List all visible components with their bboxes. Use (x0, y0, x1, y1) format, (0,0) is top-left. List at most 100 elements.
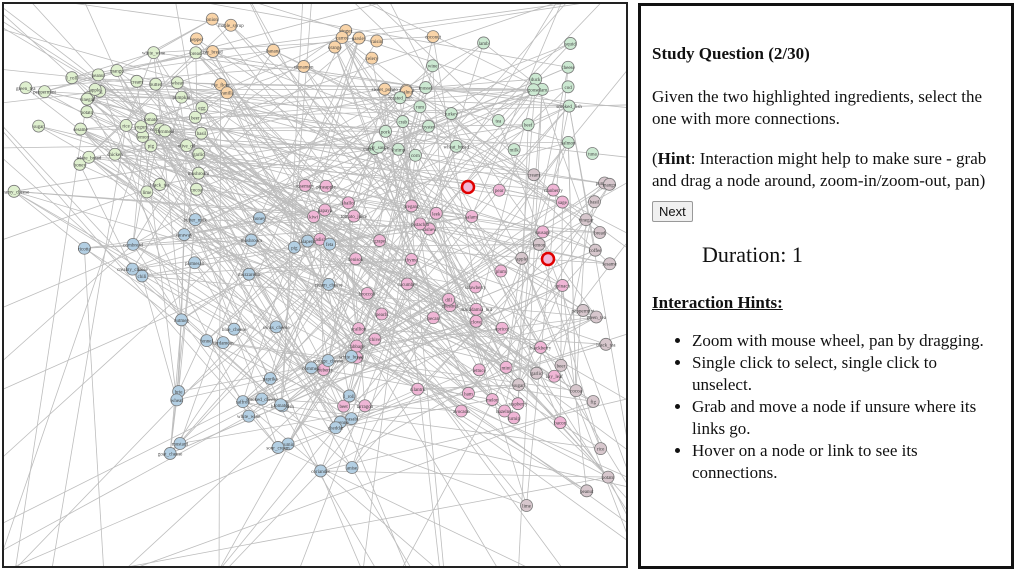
graph-node[interactable] (38, 85, 51, 99)
graph-edge[interactable] (242, 401, 626, 488)
graph-node[interactable] (564, 37, 577, 50)
graph-node[interactable] (170, 393, 184, 407)
graph-node[interactable] (411, 382, 424, 396)
graph-node[interactable] (342, 389, 356, 403)
graph-node[interactable] (469, 314, 483, 328)
graph-edge[interactable] (356, 316, 597, 347)
graph-edge[interactable] (155, 84, 363, 566)
graph-node[interactable] (360, 287, 374, 300)
graph-node[interactable] (603, 177, 616, 191)
graph-edge[interactable] (351, 65, 433, 419)
graph-edge[interactable] (359, 4, 543, 90)
graph-edge[interactable] (13, 190, 541, 348)
graph-edge[interactable] (471, 4, 563, 217)
graph-edge[interactable] (4, 145, 151, 149)
graph-edge[interactable] (132, 132, 202, 245)
graph-edge[interactable] (4, 28, 228, 94)
graph-edge[interactable] (251, 91, 407, 241)
graph-edge[interactable] (323, 369, 408, 566)
graph-edge[interactable] (351, 327, 503, 357)
graph-edge[interactable] (535, 79, 587, 220)
graph-edge[interactable] (417, 219, 587, 390)
graph-edge[interactable] (406, 89, 535, 176)
graph-node[interactable] (576, 304, 590, 317)
graph-node[interactable] (220, 86, 234, 100)
graph-node[interactable] (365, 51, 379, 65)
graph-node[interactable] (507, 411, 521, 425)
graph-node[interactable] (422, 119, 436, 133)
graph-edge[interactable] (176, 378, 271, 401)
graph-node[interactable] (195, 101, 209, 114)
graph-edge[interactable] (194, 219, 341, 423)
graph-edge[interactable] (356, 345, 609, 478)
graph-node[interactable] (370, 34, 384, 48)
graph-edge[interactable] (521, 79, 537, 259)
graph-edge[interactable] (559, 202, 563, 423)
graph-edge[interactable] (568, 105, 626, 462)
graph-edge[interactable] (319, 239, 324, 370)
graph-node[interactable] (498, 404, 511, 418)
graph-node[interactable] (175, 90, 188, 104)
graph-node[interactable] (322, 277, 336, 291)
graph-edge[interactable] (181, 319, 279, 448)
graph-node[interactable] (449, 139, 463, 153)
graph-node[interactable] (298, 179, 312, 192)
graph-edge[interactable] (159, 97, 182, 185)
graph-node[interactable] (297, 60, 311, 73)
graph-edge[interactable] (181, 240, 308, 321)
graph-node[interactable] (372, 140, 386, 154)
graph-edge[interactable] (153, 52, 570, 107)
graph-node[interactable] (352, 31, 366, 45)
highlighted-ingredient-node[interactable] (460, 179, 476, 195)
graph-node[interactable] (426, 59, 439, 73)
graph-node[interactable] (520, 499, 533, 512)
graph-node[interactable] (80, 105, 94, 119)
graph-node[interactable] (73, 157, 87, 171)
graph-node[interactable] (126, 237, 140, 251)
graph-node[interactable] (527, 168, 541, 182)
graph-edge[interactable] (79, 164, 133, 270)
graph-edge[interactable] (429, 228, 610, 265)
graph-node[interactable] (175, 313, 188, 327)
graph-node[interactable] (65, 71, 79, 85)
graph-node[interactable] (546, 183, 560, 197)
graph-node[interactable] (426, 311, 440, 325)
graph-edge[interactable] (429, 89, 543, 230)
graph-node[interactable] (244, 233, 258, 247)
graph-node[interactable] (586, 147, 599, 160)
graph-edge[interactable] (177, 82, 505, 412)
graph-node[interactable] (188, 213, 202, 227)
network-graph[interactable]: creamy_cheesel_rollcornbreadhoneycornmea… (4, 4, 626, 566)
graph-edge[interactable] (169, 4, 569, 454)
graph-node[interactable] (589, 310, 603, 324)
graph-node[interactable] (304, 361, 318, 375)
graph-node[interactable] (413, 217, 427, 231)
graph-edge[interactable] (80, 128, 321, 240)
graph-edge[interactable] (351, 42, 484, 468)
graph-edge[interactable] (500, 231, 544, 272)
graph-node[interactable] (472, 363, 486, 377)
graph-node[interactable] (594, 442, 608, 456)
graph-edge[interactable] (320, 470, 609, 478)
graph-node[interactable] (328, 40, 342, 54)
graph-edge[interactable] (307, 241, 329, 361)
graph-node[interactable] (358, 399, 372, 413)
graph-node[interactable] (352, 322, 366, 336)
graph-edge[interactable] (518, 285, 563, 385)
graph-edge[interactable] (468, 249, 596, 394)
graph-edge[interactable] (448, 299, 626, 503)
graph-node[interactable] (323, 237, 337, 251)
graph-node[interactable] (274, 398, 288, 412)
graph-edge[interactable] (218, 84, 222, 566)
graph-node[interactable] (177, 228, 191, 241)
graph-edge[interactable] (351, 388, 418, 419)
graph-edge[interactable] (159, 128, 476, 288)
graph-node[interactable] (205, 12, 219, 26)
graph-node[interactable] (135, 269, 149, 283)
graph-edge[interactable] (450, 113, 597, 318)
graph-edge[interactable] (371, 4, 499, 121)
graph-node[interactable] (462, 386, 475, 400)
graph-edge[interactable] (196, 38, 306, 186)
graph-node[interactable] (263, 372, 277, 385)
graph-edge[interactable] (15, 98, 88, 566)
